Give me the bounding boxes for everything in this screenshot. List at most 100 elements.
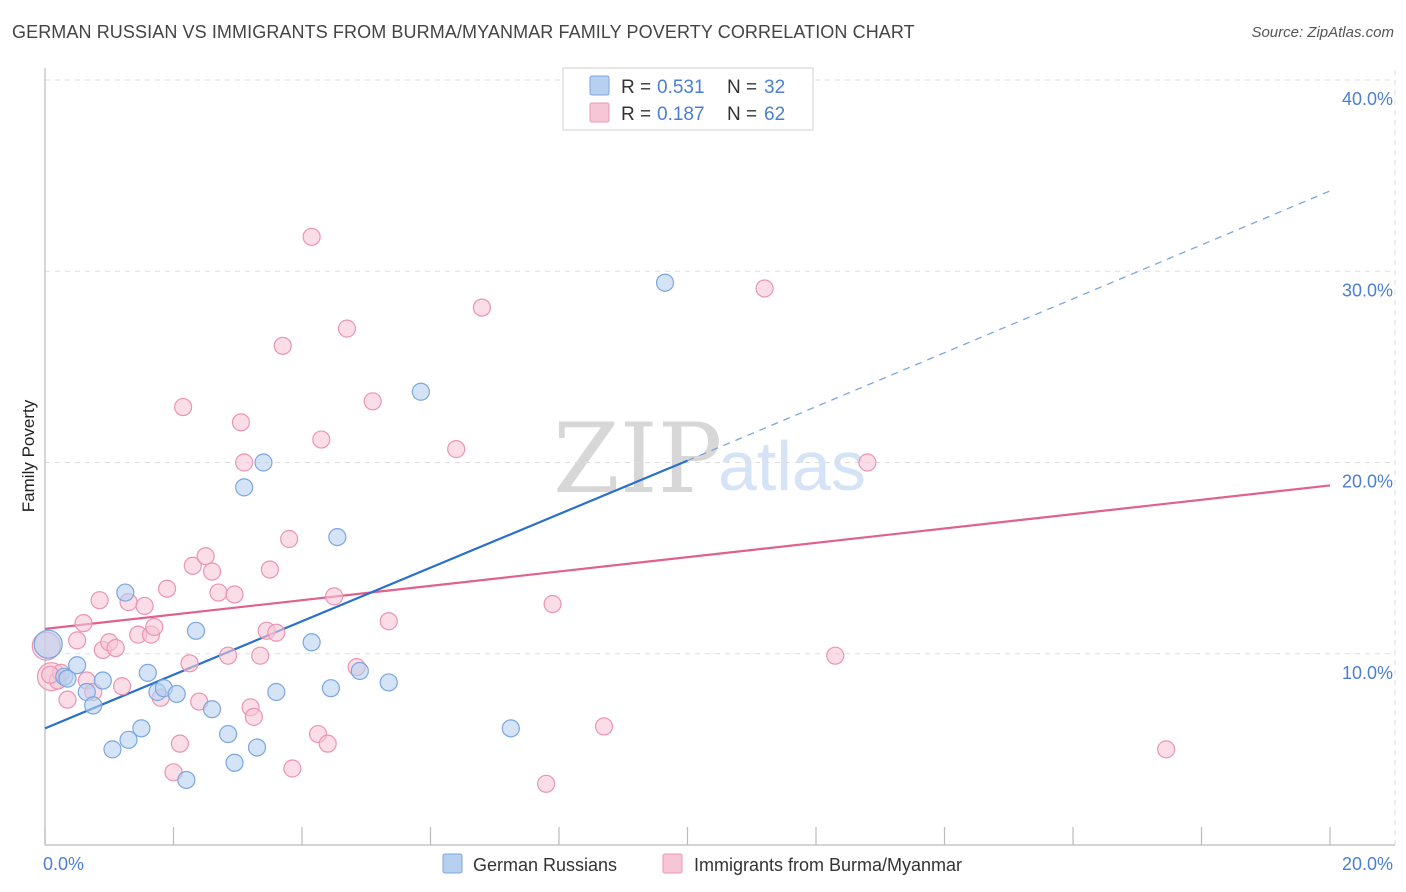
- series-german-russians-points: [33, 273, 675, 790]
- burma-point-30: [219, 646, 238, 665]
- german-russians-point-8: [116, 583, 135, 602]
- x-tick-label-20: 20.0%: [1342, 854, 1393, 874]
- burma-point-25: [183, 556, 202, 575]
- german-russians-point-31: [655, 273, 675, 292]
- burma-point-55: [543, 594, 562, 614]
- burma-point-43: [302, 227, 321, 246]
- german-russians-point-9: [119, 730, 138, 749]
- burma-point-20: [157, 579, 177, 598]
- burma-point-60: [1157, 740, 1176, 759]
- german-russians-point-27: [379, 673, 398, 692]
- burma-point-33: [235, 453, 254, 472]
- legend-r-label-2: R =: [621, 104, 651, 125]
- german-russians-point-11: [138, 663, 157, 682]
- german-russians-point-16: [202, 700, 222, 719]
- trend-line-german-russians: [44, 459, 688, 730]
- burma-point-13: [112, 677, 132, 696]
- burma-point-36: [251, 646, 270, 665]
- bottom-legend-swatch-pink: [662, 853, 683, 874]
- legend-n-label-2: N =: [727, 104, 757, 125]
- german-russians-point-2: [58, 669, 77, 688]
- german-russians-point-7: [103, 740, 122, 759]
- german-russians-point-26: [350, 661, 369, 681]
- german-russians-point-18: [225, 753, 244, 772]
- burma-point-46: [318, 734, 337, 753]
- burma-point-23: [174, 397, 193, 417]
- german-russians-point-20: [247, 738, 267, 757]
- burma-point-12: [106, 638, 125, 658]
- top-legend: R = 0.531 N = 32 R = 0.187 N = 62: [562, 67, 814, 131]
- legend-r-value-2: 0.187: [657, 104, 705, 125]
- legend-n-value-1: 32: [764, 77, 785, 98]
- bottom-legend: German Russians Immigrants from Burma/My…: [442, 853, 962, 875]
- german-russians-point-25: [328, 527, 347, 547]
- legend-r-label-1: R =: [621, 77, 651, 98]
- german-russians-point-17: [219, 724, 238, 744]
- burma-point-38: [260, 560, 279, 579]
- trend-line-german-russians-extension: [687, 190, 1331, 462]
- burma-point-9: [90, 591, 109, 610]
- german-russians-point-24: [321, 679, 341, 698]
- burma-point-54: [537, 774, 556, 793]
- bottom-legend-label-burma: Immigrants from Burma/Myanmar: [694, 855, 962, 875]
- burma-point-27: [196, 547, 215, 566]
- burma-point-48: [337, 319, 357, 338]
- german-russians-point-5: [84, 696, 103, 715]
- german-russians-point-29: [501, 719, 520, 738]
- burma-point-5: [68, 631, 87, 650]
- burma-point-42: [283, 759, 302, 778]
- burma-point-32: [231, 413, 251, 432]
- german-russians-point-0: [33, 629, 63, 659]
- burma-point-56: [594, 717, 614, 736]
- burma-point-35: [244, 707, 263, 726]
- burma-point-51: [379, 612, 398, 631]
- y-tick-label-40: 40.0%: [1342, 89, 1393, 109]
- tick-labels: 10.0% 20.0% 30.0% 40.0% 0.0% 20.0%: [43, 89, 1393, 874]
- burma-point-6: [74, 614, 93, 633]
- german-russians-point-22: [267, 682, 286, 702]
- chart-title: GERMAN RUSSIAN VS IMMIGRANTS FROM BURMA/…: [12, 22, 915, 42]
- burma-point-24: [180, 654, 199, 673]
- burma-point-59: [858, 453, 877, 472]
- watermark-atlas: atlas: [718, 427, 866, 505]
- legend-swatch-pink: [589, 102, 610, 123]
- burma-point-18: [145, 617, 164, 637]
- burma-point-58: [826, 646, 845, 665]
- chart-source: Source: ZipAtlas.com: [1251, 24, 1394, 41]
- y-axis-title: Family Poverty: [19, 399, 38, 512]
- german-russians-point-6: [93, 671, 112, 690]
- german-russians-point-28: [411, 382, 430, 401]
- german-russians-point-10: [132, 719, 151, 738]
- axis-layer: [44, 68, 1395, 846]
- x-tick-label-0: 0.0%: [43, 854, 84, 874]
- burma-point-47: [325, 587, 344, 606]
- burma-point-22: [170, 734, 190, 753]
- burma-point-50: [363, 392, 382, 411]
- burma-point-53: [472, 298, 491, 317]
- legend-n-value-2: 62: [764, 104, 785, 125]
- burma-point-29: [209, 583, 228, 602]
- burma-point-16: [135, 596, 154, 616]
- burma-point-45: [312, 430, 331, 449]
- german-russians-point-23: [302, 633, 321, 652]
- watermark-zip: ZIP: [553, 403, 722, 515]
- burma-point-57: [755, 279, 774, 298]
- trend-layer: [44, 190, 1331, 730]
- german-russians-point-14: [167, 684, 186, 704]
- bottom-legend-swatch-blue: [442, 853, 463, 874]
- y-tick-label-20: 20.0%: [1342, 472, 1393, 492]
- burma-point-31: [225, 585, 244, 604]
- german-russians-point-30: [177, 770, 196, 790]
- german-russians-point-3: [68, 656, 87, 675]
- burma-point-52: [447, 440, 466, 459]
- y-tick-label-10: 10.0%: [1342, 663, 1393, 683]
- burma-point-40: [273, 336, 292, 355]
- bottom-legend-label-german-russians: German Russians: [473, 855, 617, 875]
- series-burma-points: [31, 227, 1176, 793]
- german-russians-point-21: [254, 453, 273, 472]
- legend-r-value-1: 0.531: [657, 77, 705, 98]
- legend-swatch-blue: [589, 75, 610, 96]
- trend-line-burma: [44, 484, 1331, 630]
- burma-point-41: [280, 529, 299, 549]
